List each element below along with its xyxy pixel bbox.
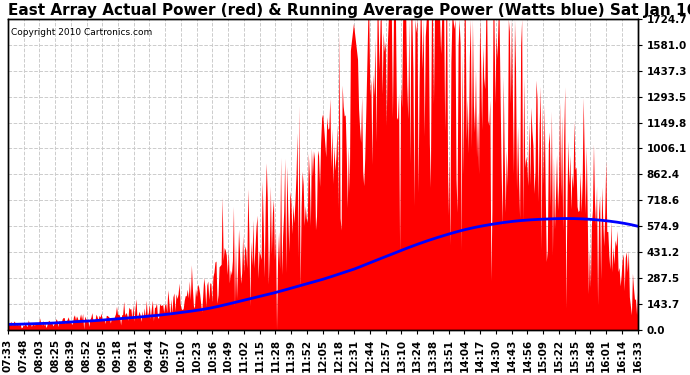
Text: Copyright 2010 Cartronics.com: Copyright 2010 Cartronics.com	[11, 28, 152, 37]
Text: East Array Actual Power (red) & Running Average Power (Watts blue) Sat Jan 16 16: East Array Actual Power (red) & Running …	[8, 3, 690, 18]
